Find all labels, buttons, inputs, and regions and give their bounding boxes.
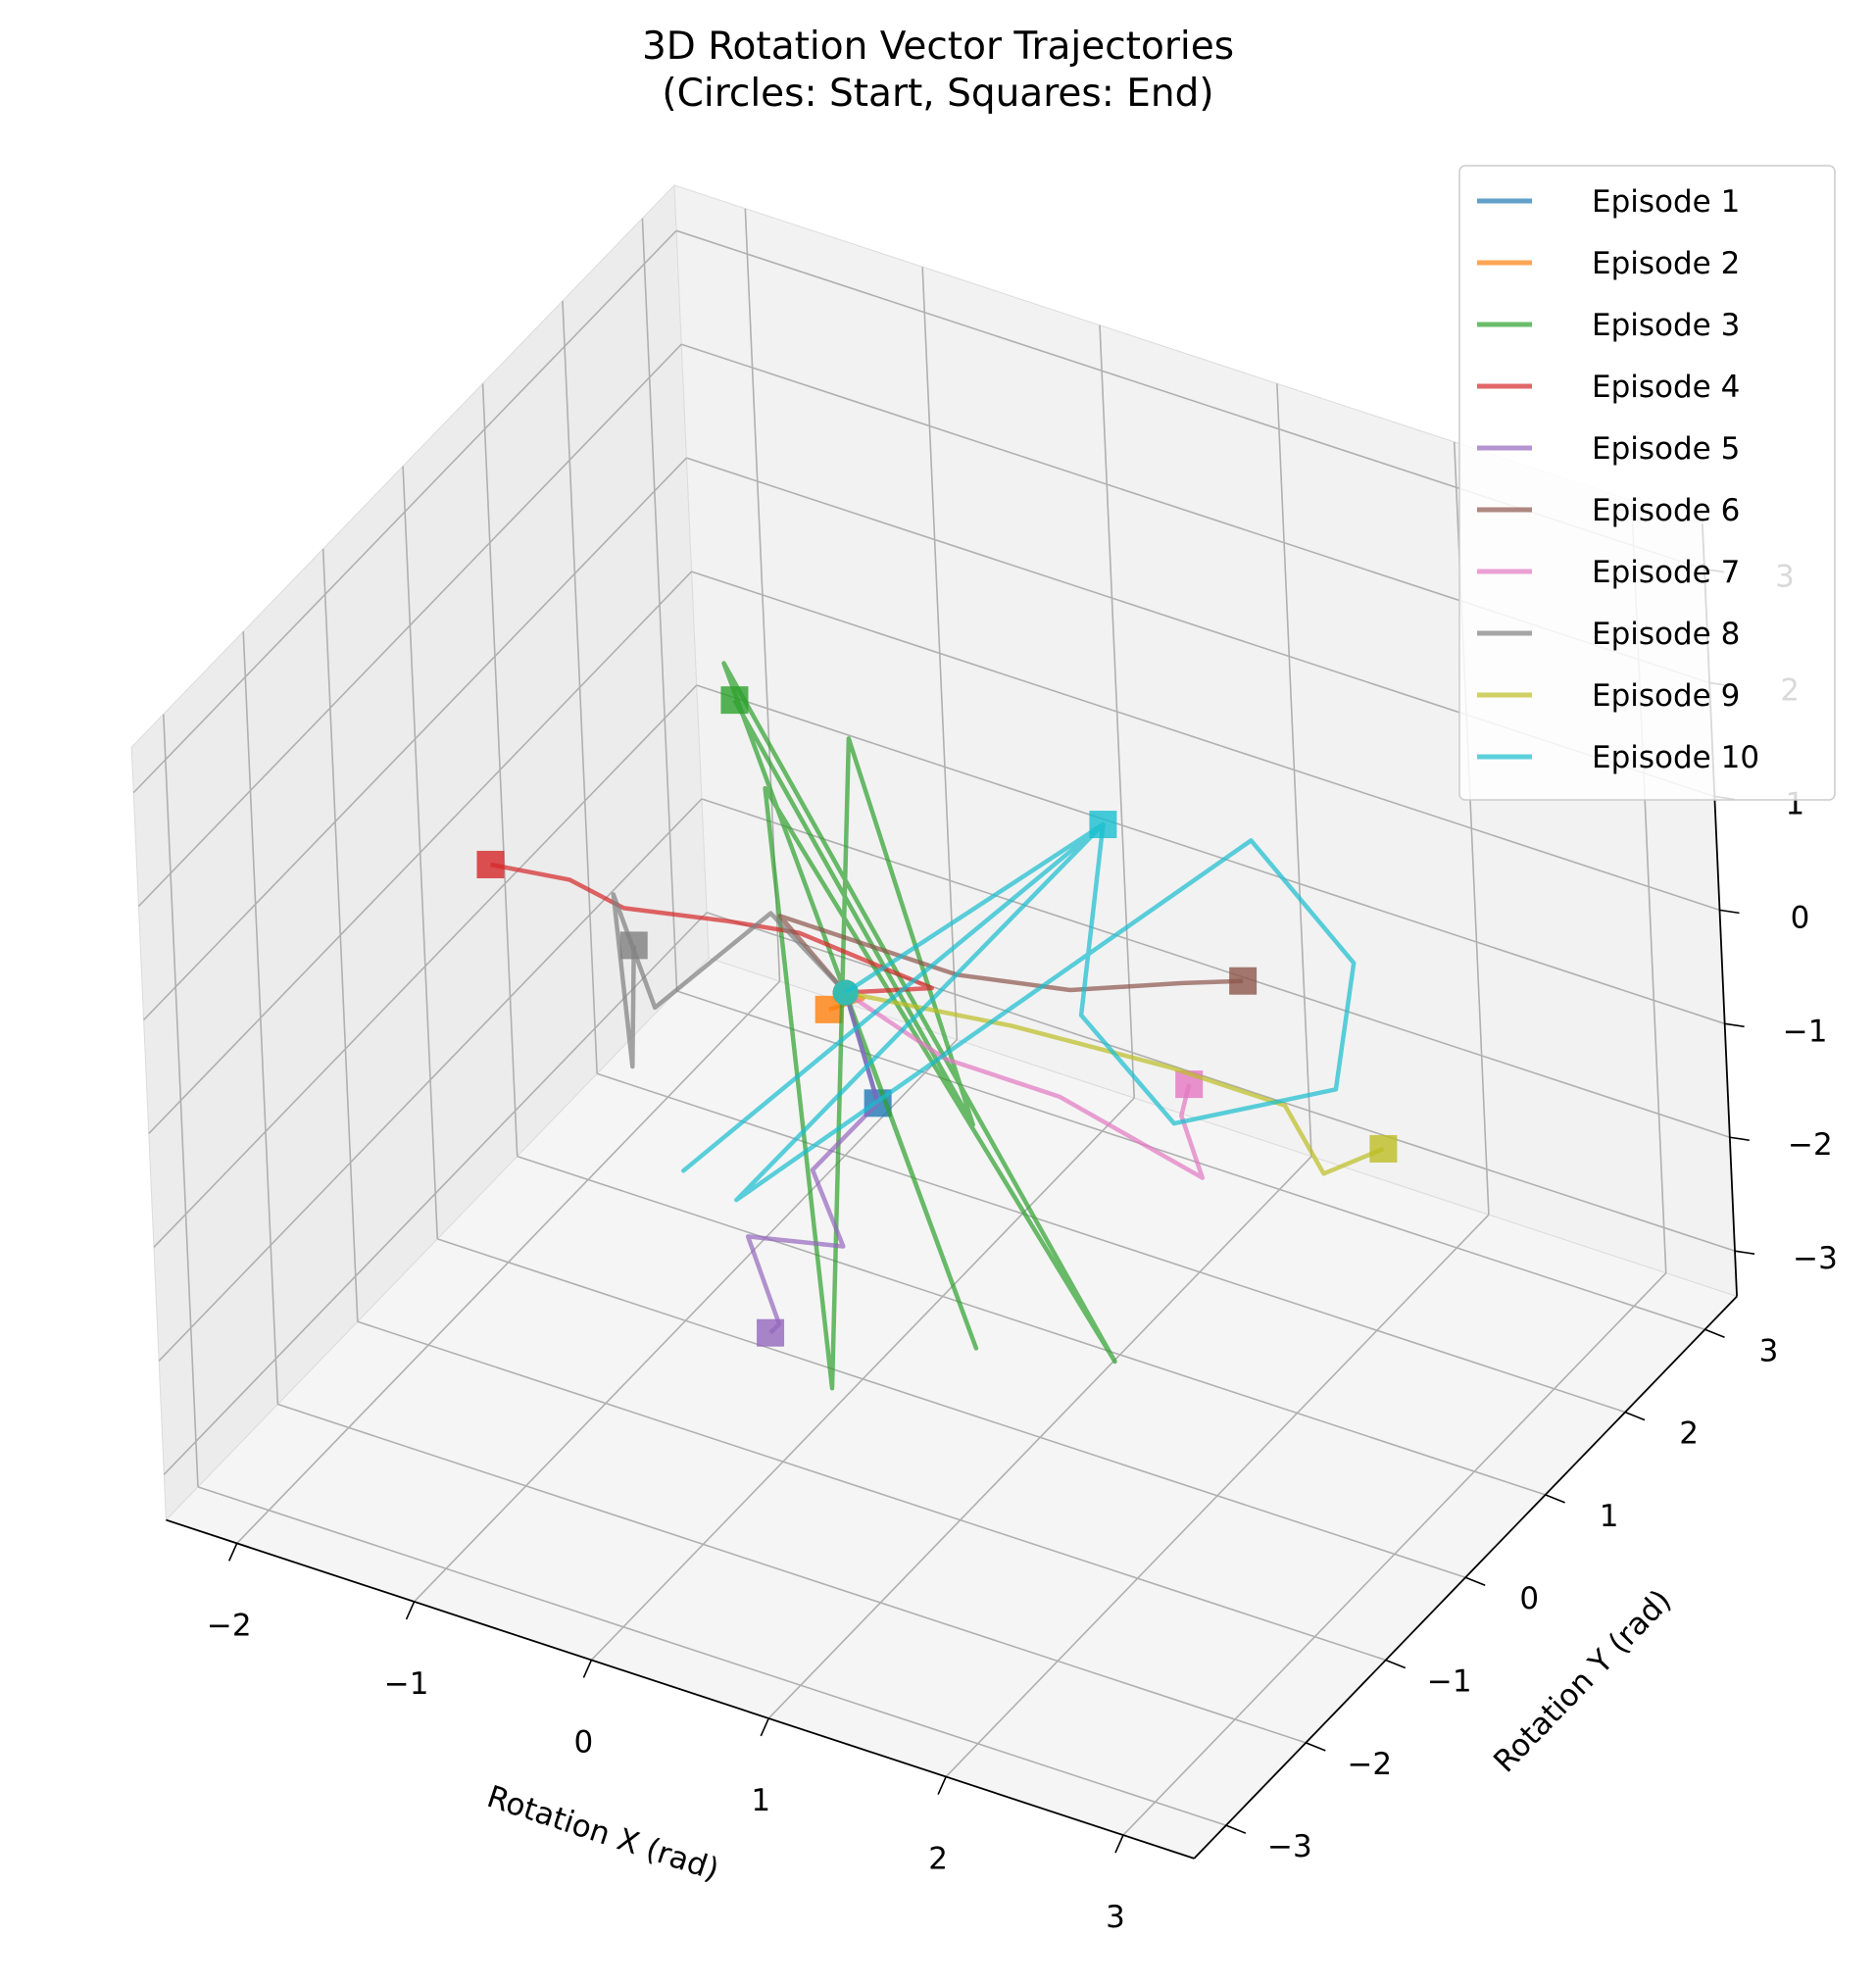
y-axis bbox=[1193, 1295, 1738, 1860]
y-tick-label: 0 bbox=[1519, 1581, 1539, 1616]
end-marker bbox=[1089, 811, 1117, 839]
grid-line bbox=[596, 1072, 1626, 1414]
trajectory bbox=[721, 661, 1117, 1391]
grid-line bbox=[153, 684, 698, 1248]
trajectory bbox=[681, 821, 1357, 1203]
end-marker bbox=[1369, 1134, 1398, 1163]
y-tick-label: 2 bbox=[1679, 1416, 1699, 1452]
legend-label: Episode 7 bbox=[1592, 555, 1740, 590]
legend-label: Episode 10 bbox=[1592, 740, 1759, 775]
legend-label: Episode 5 bbox=[1592, 431, 1740, 467]
tick-mark bbox=[405, 1601, 416, 1620]
grid-line bbox=[158, 798, 703, 1362]
grid-line bbox=[148, 571, 693, 1134]
legend-label: Episode 3 bbox=[1592, 308, 1740, 343]
legend: Episode 1 Episode 2 Episode 3 Episode 4 Epis… bbox=[1458, 165, 1836, 801]
x-tick-label: 0 bbox=[574, 1724, 594, 1760]
y-tick-label: 1 bbox=[1600, 1499, 1619, 1534]
trajectory bbox=[777, 914, 1244, 995]
end-marker bbox=[476, 850, 505, 878]
tick-mark bbox=[1624, 1411, 1646, 1421]
trajectory bbox=[844, 990, 1206, 1180]
y-tick-label: −3 bbox=[1267, 1829, 1312, 1864]
chart-subtitle: (Circles: Start, Squares: End) bbox=[662, 72, 1213, 116]
legend-label: Episode 6 bbox=[1592, 493, 1740, 528]
y-tick-label: −1 bbox=[1427, 1664, 1472, 1700]
legend-box bbox=[1458, 165, 1836, 801]
legend-label: Episode 9 bbox=[1592, 678, 1740, 714]
grid-line bbox=[701, 798, 1731, 1139]
chart-title: 3D Rotation Vector Trajectories bbox=[642, 25, 1234, 69]
y-tick-label: 3 bbox=[1759, 1333, 1779, 1368]
grid-line bbox=[696, 684, 1725, 1025]
tick-mark bbox=[1724, 1022, 1745, 1028]
trajectory bbox=[490, 862, 935, 995]
grid-line bbox=[676, 990, 1705, 1331]
x-tick-label: 2 bbox=[928, 1842, 948, 1877]
tick-mark bbox=[1729, 1136, 1750, 1142]
end-marker bbox=[757, 1318, 785, 1347]
grid-line bbox=[357, 1320, 1387, 1662]
x-tick-label: −2 bbox=[207, 1608, 252, 1643]
grid-line bbox=[132, 229, 677, 794]
tick-mark bbox=[1385, 1659, 1407, 1669]
tick-mark bbox=[1734, 1250, 1755, 1255]
legend-label: Episode 8 bbox=[1592, 617, 1740, 652]
legend-label: Episode 4 bbox=[1592, 370, 1740, 405]
x-tick-label: 1 bbox=[751, 1783, 770, 1818]
tick-mark bbox=[1114, 1834, 1124, 1854]
z-tick-label: −2 bbox=[1788, 1127, 1833, 1163]
grid-line bbox=[163, 912, 708, 1475]
tick-mark bbox=[582, 1660, 593, 1678]
tick-mark bbox=[1719, 909, 1740, 915]
z-tick-label: 0 bbox=[1791, 900, 1810, 935]
start-marker bbox=[832, 979, 859, 1006]
grid-line bbox=[517, 1155, 1546, 1496]
x-axis bbox=[166, 1518, 1195, 1860]
tick-mark bbox=[1704, 1328, 1725, 1339]
end-marker bbox=[619, 931, 648, 960]
x-tick-label: 3 bbox=[1106, 1900, 1125, 1935]
tick-mark bbox=[760, 1717, 770, 1737]
grid-line bbox=[437, 1238, 1466, 1578]
tick-mark bbox=[227, 1543, 238, 1562]
tick-mark bbox=[1225, 1824, 1247, 1834]
x-tick-label: −1 bbox=[384, 1666, 429, 1702]
x-axis-label: Rotation X (rad) bbox=[483, 1779, 723, 1888]
grid-line bbox=[277, 1403, 1307, 1744]
tick-mark bbox=[1545, 1494, 1565, 1504]
legend-label: Episode 2 bbox=[1592, 246, 1740, 281]
trajectory bbox=[845, 990, 1385, 1176]
grid-line bbox=[137, 343, 682, 908]
end-marker bbox=[1229, 967, 1258, 995]
z-tick-label: −1 bbox=[1783, 1014, 1828, 1049]
tick-mark bbox=[937, 1776, 947, 1795]
grid-line bbox=[197, 1486, 1227, 1826]
tick-mark bbox=[1306, 1742, 1326, 1752]
y-tick-label: −2 bbox=[1347, 1747, 1392, 1782]
grid-line bbox=[691, 571, 1720, 912]
tick-mark bbox=[1464, 1576, 1486, 1586]
end-marker bbox=[720, 686, 749, 715]
legend-label: Episode 1 bbox=[1592, 184, 1740, 220]
y-axis-label: Rotation Y (rad) bbox=[1487, 1583, 1678, 1779]
grid-line bbox=[143, 457, 687, 1021]
z-tick-label: −3 bbox=[1793, 1241, 1838, 1276]
